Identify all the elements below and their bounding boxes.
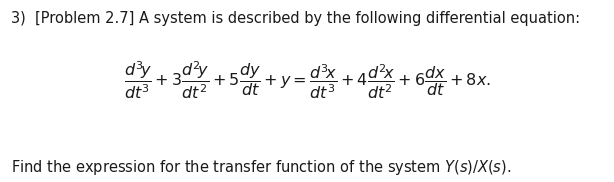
Text: 3)  [Problem 2.7] A system is described by the following differential equation:: 3) [Problem 2.7] A system is described b… [11, 11, 580, 26]
Text: $\dfrac{d^3\!y}{dt^3}+3\dfrac{d^2\!y}{dt^2}+5\dfrac{dy}{dt}+y=\dfrac{d^3\!x}{dt^: $\dfrac{d^3\!y}{dt^3}+3\dfrac{d^2\!y}{dt… [123, 59, 491, 101]
Text: Find the expression for the transfer function of the system $Y(s)/X(s)$.: Find the expression for the transfer fun… [11, 158, 511, 177]
